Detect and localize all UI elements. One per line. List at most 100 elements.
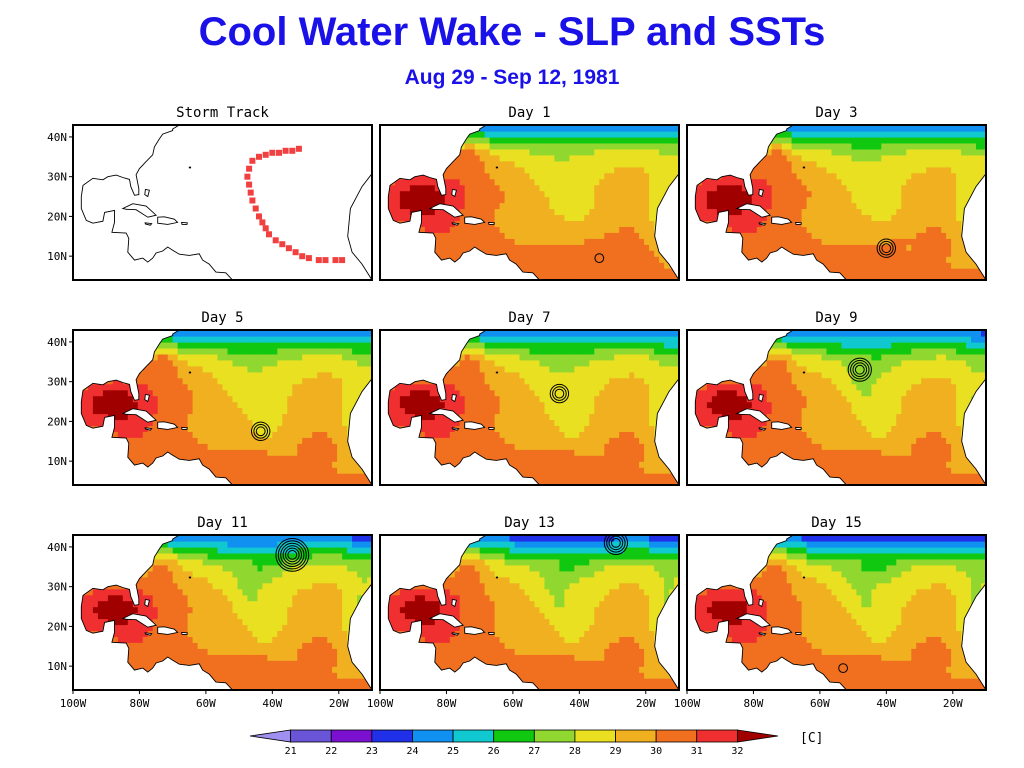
colorbar-tick-label: 28 <box>569 746 581 757</box>
lat-tick-label: 10N <box>47 660 67 673</box>
track-point <box>256 213 262 220</box>
track-point <box>249 197 256 204</box>
track-point <box>269 149 276 156</box>
panel-frame <box>379 329 680 486</box>
map-panel: Day 9 <box>686 310 987 486</box>
slp-contours <box>603 535 628 555</box>
panel-title: Day 7 <box>508 310 550 326</box>
slp-contours <box>251 421 271 442</box>
track-point <box>266 231 272 238</box>
colorbar-tick-label: 31 <box>691 746 703 757</box>
track-point <box>246 165 253 172</box>
panel-title: Day 9 <box>815 310 857 326</box>
panel-frame <box>686 124 987 281</box>
lon-tick-label: 40W <box>876 697 896 710</box>
colorbar-swatch <box>452 729 495 743</box>
panel-frame <box>686 534 987 691</box>
lat-tick-label: 10N <box>47 455 67 468</box>
lon-tick-label: 80W <box>744 697 764 710</box>
land <box>380 535 679 690</box>
page-subtitle: Aug 29 - Sep 12, 1981 <box>404 66 620 89</box>
colorbar-tick-label: 21 <box>285 746 297 757</box>
track-point <box>247 189 254 196</box>
lon-tick-label: 60W <box>503 697 523 710</box>
lon-tick-label: 20W <box>636 697 656 710</box>
colorbar-swatch <box>493 729 535 743</box>
track-point <box>299 253 306 260</box>
panel-title: Day 11 <box>197 515 248 531</box>
lon-tick-label: 100W <box>60 697 87 710</box>
map-panel: Day 1 <box>379 105 680 281</box>
colorbar-unit: [C] <box>800 731 823 746</box>
map-panel: Day 15 <box>686 515 987 691</box>
track-point <box>289 147 296 154</box>
track-point <box>305 255 312 262</box>
colorbar-tick-label: 24 <box>406 746 418 757</box>
panel-frame <box>379 534 680 691</box>
colorbar-swatch <box>330 729 373 743</box>
colorbar-tick-label: 32 <box>731 746 743 757</box>
slp-contours <box>594 253 605 264</box>
lat-tick-label: 20N <box>47 620 67 633</box>
track-point <box>292 249 299 256</box>
colorbar-swatch <box>615 729 657 743</box>
track-point <box>276 149 282 156</box>
colorbar-tick-label: 22 <box>325 746 337 757</box>
colorbar-swatch <box>736 729 779 743</box>
colorbar-swatch <box>412 729 454 743</box>
slp-contours <box>275 538 310 572</box>
slp-contours <box>847 357 872 382</box>
lon-tick-label: 100W <box>367 697 394 710</box>
colorbar-tick-label: 25 <box>447 746 459 757</box>
land <box>687 125 986 280</box>
colorbar-tick-label: 26 <box>488 746 500 757</box>
land <box>73 535 372 690</box>
colorbar-swatch <box>371 729 413 743</box>
colorbar-swatch <box>655 729 698 743</box>
lon-tick-label: 20W <box>943 697 963 710</box>
lat-tick-label: 40N <box>47 131 67 144</box>
panel-title: Day 13 <box>504 515 555 531</box>
colorbar-swatch <box>696 729 738 743</box>
colorbar-tick-label: 29 <box>610 746 622 757</box>
lon-tick-label: 80W <box>437 697 457 710</box>
lat-tick-label: 40N <box>47 541 67 554</box>
track-point <box>249 157 256 164</box>
track-point <box>262 225 269 232</box>
panel-frame <box>72 329 373 486</box>
lat-tick-label: 10N <box>47 250 67 263</box>
sst-field <box>687 535 986 690</box>
panel-title: Day 1 <box>508 105 550 121</box>
slp-contours <box>838 663 849 674</box>
track-point <box>272 237 279 244</box>
track-point <box>246 181 253 188</box>
map-panel: Day 11 <box>72 515 373 691</box>
slp-contours <box>876 238 897 258</box>
colorbar-tick-label: 23 <box>366 746 378 757</box>
lon-tick-label: 80W <box>130 697 150 710</box>
colorbar-tick-label: 27 <box>528 746 540 757</box>
panel-title: Day 5 <box>201 310 243 326</box>
storm-track <box>244 145 346 264</box>
track-point <box>315 257 322 264</box>
colorbar-swatch <box>574 729 616 743</box>
track-point <box>252 205 259 212</box>
panel-frame <box>379 124 680 281</box>
slp-contours <box>549 383 570 404</box>
map-panel: Day 7 <box>379 310 680 486</box>
panel-frame <box>72 534 373 691</box>
map-panel: Storm Track <box>72 105 373 281</box>
colorbar-swatch <box>290 729 332 743</box>
panel-frame <box>686 329 987 486</box>
lon-tick-label: 60W <box>810 697 830 710</box>
track-point <box>279 241 286 248</box>
land <box>73 125 372 280</box>
lon-tick-label: 40W <box>569 697 589 710</box>
lat-tick-label: 40N <box>47 336 67 349</box>
colorbar-swatch <box>533 729 576 743</box>
track-point <box>295 145 302 152</box>
land <box>380 330 679 485</box>
land <box>73 330 372 485</box>
track-point <box>282 147 289 154</box>
